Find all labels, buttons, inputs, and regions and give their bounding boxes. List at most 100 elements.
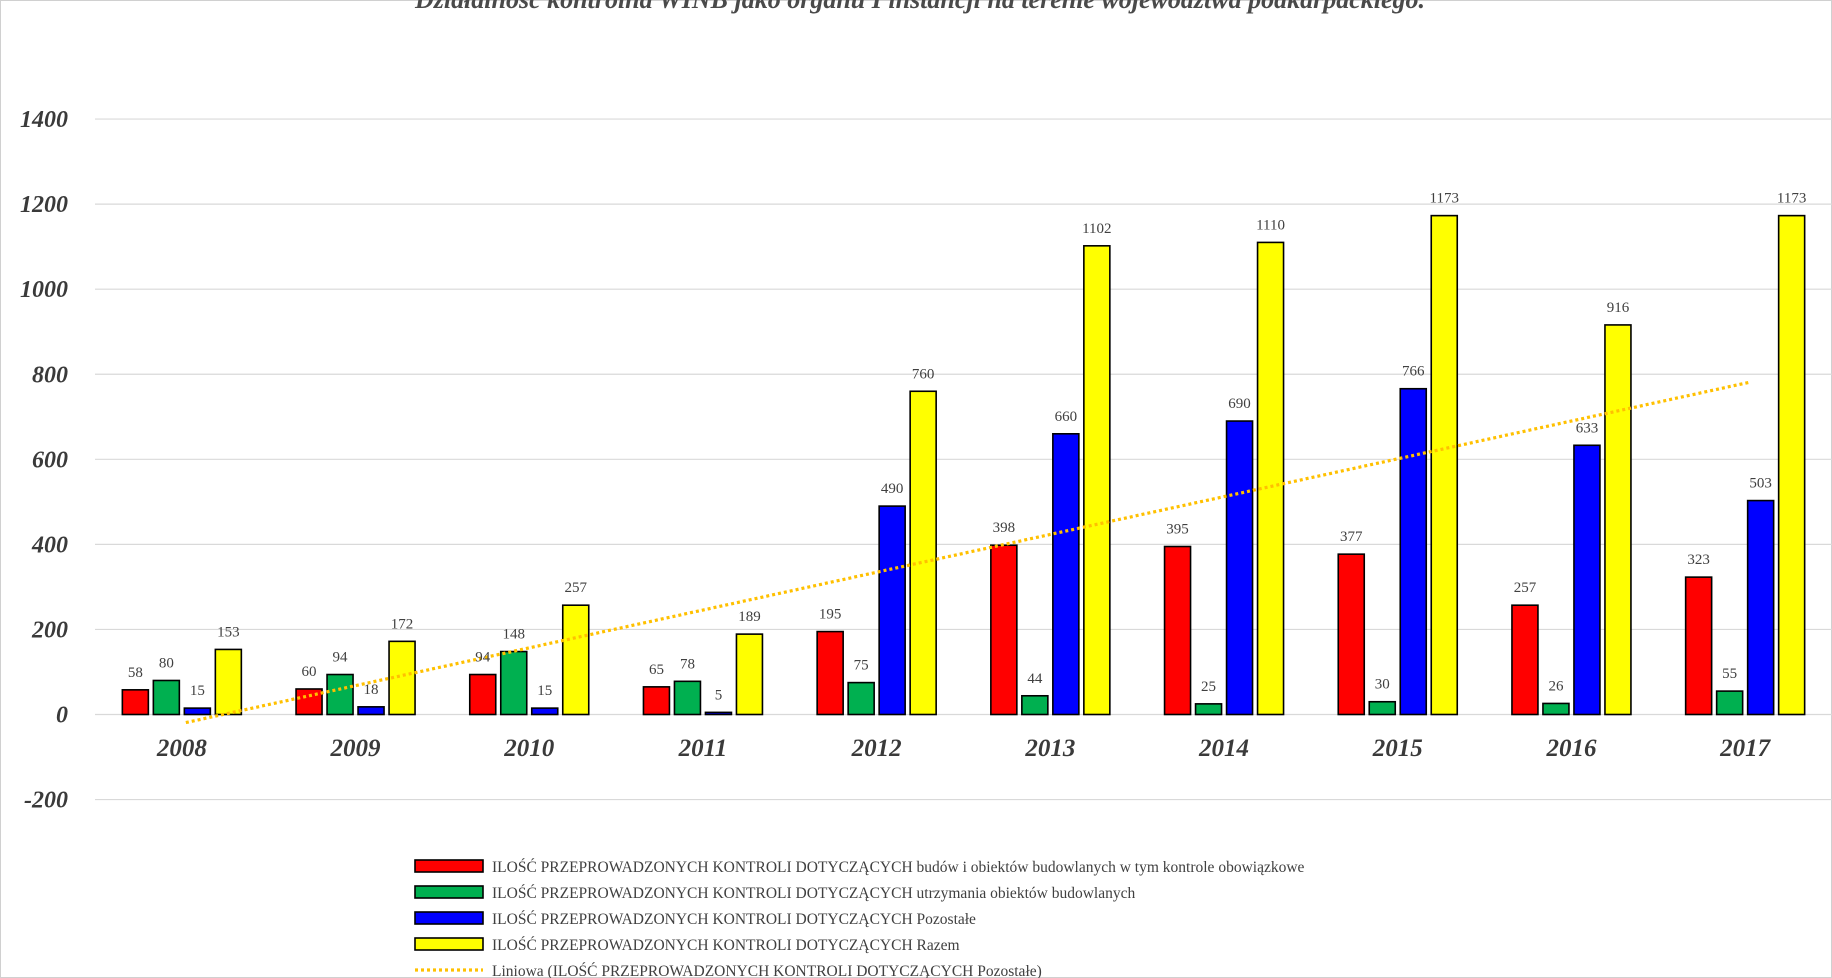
bar [735, 633, 764, 716]
data-label: 30 [1375, 677, 1390, 693]
data-label: 153 [217, 624, 240, 640]
data-label: 58 [128, 665, 143, 681]
bar [909, 390, 937, 716]
data-label: 75 [854, 658, 869, 674]
bars [121, 214, 1806, 716]
y-tick-label: -200 [24, 788, 68, 814]
data-label: 690 [1228, 396, 1251, 412]
data-label: 195 [819, 607, 842, 623]
data-label: 15 [190, 683, 205, 699]
data-label: 25 [1201, 679, 1216, 695]
legend-swatch [414, 911, 484, 925]
bar [1715, 690, 1744, 716]
y-tick-label: 400 [31, 532, 68, 558]
bar [1163, 545, 1192, 716]
data-label: 26 [1548, 678, 1564, 694]
legend-label: ILOŚĆ PRZEPROWADZONYCH KONTROLI DOTYCZĄC… [492, 885, 1135, 902]
y-tick-label: 1400 [20, 107, 68, 133]
data-label: 172 [391, 616, 414, 632]
y-tick-label: 600 [32, 447, 68, 473]
data-label: 1173 [1777, 191, 1806, 207]
legend-label: ILOŚĆ PRZEPROWADZONYCH KONTROLI DOTYCZĄC… [492, 937, 960, 954]
bar [816, 630, 844, 716]
data-label: 1102 [1082, 221, 1111, 237]
data-label: 766 [1402, 364, 1425, 380]
data-label: 395 [1166, 522, 1189, 538]
bar [1746, 499, 1775, 716]
bar [704, 711, 733, 716]
bar [357, 706, 385, 716]
bar [1511, 604, 1539, 716]
bar [1256, 241, 1285, 716]
bar [121, 689, 150, 716]
bar [878, 505, 906, 716]
data-label: 760 [912, 366, 935, 382]
y-axis: -200 0 200 400 600 800 1000 1200 1400 [20, 107, 68, 813]
data-label: 94 [475, 650, 491, 666]
x-axis: 2008 2009 2010 2011 2012 2013 2014 2015 2016 2017 [156, 735, 1772, 762]
data-label: 398 [993, 520, 1016, 536]
data-label: 78 [680, 656, 695, 672]
bar [642, 686, 671, 716]
data-label: 257 [1514, 580, 1537, 596]
data-label: 60 [302, 664, 317, 680]
legend-swatch [414, 859, 484, 873]
x-tick-label: 2011 [678, 735, 728, 762]
data-label: 490 [881, 481, 904, 497]
bar [530, 707, 559, 716]
bar [152, 679, 181, 716]
trendline [185, 380, 1750, 725]
bar [183, 707, 212, 716]
data-label: 189 [738, 609, 761, 625]
trendline-path [185, 380, 1750, 725]
bar [1052, 433, 1080, 716]
x-tick-label: 2009 [330, 735, 382, 762]
bar [1777, 214, 1806, 716]
data-label: 80 [159, 655, 174, 671]
data-label: 18 [364, 682, 379, 698]
x-tick-label: 2015 [1372, 735, 1423, 762]
bar [1399, 387, 1428, 716]
legend-label: ILOŚĆ PRZEPROWADZONYCH KONTROLI DOTYCZĄC… [492, 859, 1305, 876]
bar [1194, 703, 1223, 716]
data-labels: 58 80 15 153 60 94 18 172 94 148 15 257 65 78 5 189 195 7… [128, 191, 1807, 704]
legend: ILOŚĆ PRZEPROWADZONYCH KONTROLI DOTYCZĄC… [414, 859, 1305, 978]
data-label: 94 [333, 650, 349, 666]
y-tick-label: 0 [56, 703, 68, 729]
bar [1337, 553, 1366, 716]
legend-label: ILOŚĆ PRZEPROWADZONYCH KONTROLI DOTYCZĄC… [492, 911, 976, 928]
data-label: 44 [1027, 671, 1043, 687]
data-label: 148 [503, 627, 526, 643]
bar [847, 681, 875, 716]
data-label: 633 [1576, 420, 1599, 436]
bar [468, 673, 497, 716]
x-tick-label: 2008 [156, 735, 208, 762]
x-tick-label: 2012 [851, 735, 902, 762]
bar [1684, 576, 1713, 716]
bar [214, 648, 243, 716]
bar [1604, 324, 1632, 716]
data-label: 377 [1340, 529, 1363, 545]
legend-swatch [414, 937, 484, 951]
data-label: 1173 [1430, 191, 1459, 207]
x-tick-label: 2017 [1719, 735, 1772, 762]
bar [1021, 694, 1049, 716]
bar [1430, 214, 1459, 716]
data-label: 5 [715, 687, 723, 703]
x-tick-label: 2014 [1198, 735, 1249, 762]
y-tick-label: 1000 [20, 277, 68, 303]
data-label: 65 [649, 662, 664, 678]
bar [499, 650, 528, 716]
y-tick-label: 200 [31, 617, 68, 643]
data-label: 323 [1687, 552, 1710, 568]
legend-label: Liniowa (ILOŚĆ PRZEPROWADZONYCH KONTROLI… [492, 963, 1042, 978]
data-label: 257 [565, 580, 588, 596]
data-label: 660 [1055, 409, 1078, 425]
bar [1083, 245, 1111, 716]
data-label: 503 [1749, 476, 1772, 492]
data-label: 15 [537, 683, 552, 699]
bar [1573, 444, 1601, 716]
y-tick-label: 1200 [20, 192, 68, 218]
data-label: 1110 [1256, 217, 1285, 233]
